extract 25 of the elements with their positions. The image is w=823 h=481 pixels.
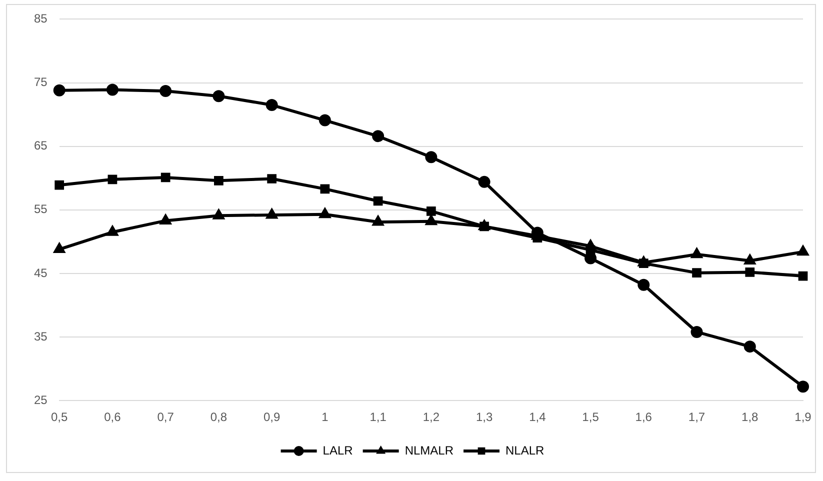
- y-tick-label: 65: [34, 138, 48, 153]
- x-tick-label: 1,3: [476, 410, 493, 424]
- x-tick-label: 0,6: [104, 410, 122, 424]
- legend-label: NLMALR: [404, 443, 454, 458]
- x-tick-label: 1,8: [742, 410, 759, 424]
- x-tick-label: 1,6: [635, 410, 652, 424]
- x-tick-label: 1,5: [582, 410, 600, 424]
- x-tick-label: 0,7: [157, 410, 174, 424]
- y-tick-label: 45: [34, 266, 48, 280]
- y-tick-label: 85: [34, 12, 48, 26]
- legend-label: NLALR: [506, 443, 545, 458]
- x-tick-label: 1,1: [370, 410, 387, 424]
- y-tick-label: 75: [34, 75, 48, 90]
- x-tick-label: 0,8: [210, 410, 228, 424]
- y-tick-label: 35: [34, 329, 48, 344]
- x-tick-label: 1,9: [794, 410, 812, 424]
- x-tick-label: 1,2: [422, 410, 440, 424]
- y-tick-label: 55: [34, 202, 48, 216]
- x-tick-label: 0,9: [263, 410, 280, 424]
- legend-label: LALR: [322, 443, 354, 458]
- y-tick-label: 25: [34, 392, 48, 407]
- x-tick-label: 1,4: [529, 410, 546, 424]
- x-tick-label: 1: [322, 410, 329, 424]
- x-tick-label: 1,7: [688, 410, 706, 424]
- x-tick-label: 0,5: [51, 410, 68, 424]
